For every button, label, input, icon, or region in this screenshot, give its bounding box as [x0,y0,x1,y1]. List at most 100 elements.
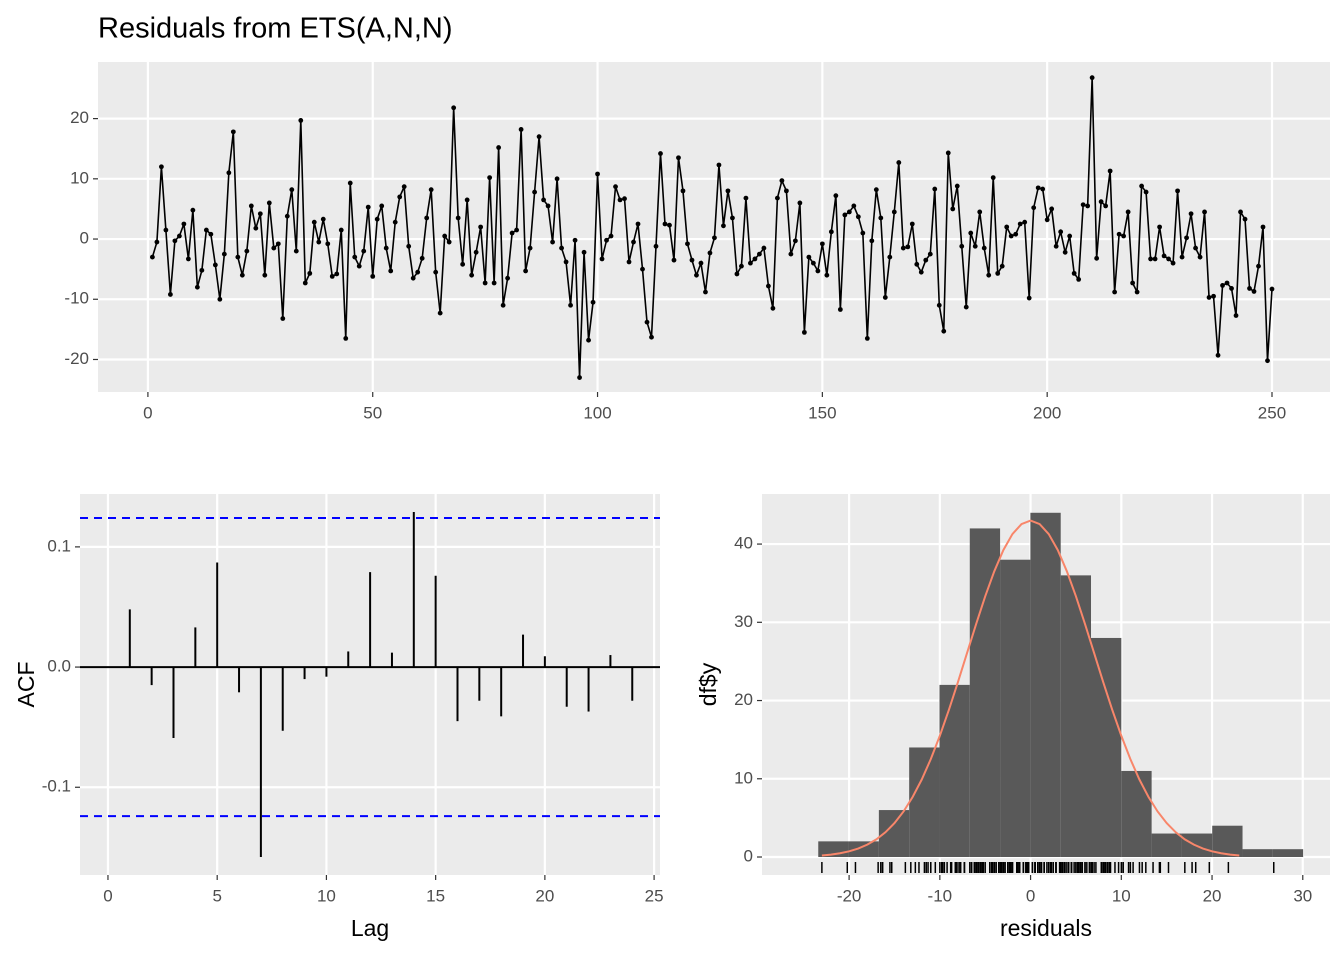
x-tick-label: 0 [1026,886,1035,905]
point [644,319,650,325]
point [419,255,425,261]
point [1125,209,1131,215]
y-tick-label: 0 [80,229,89,248]
point [801,329,807,335]
point [482,280,488,286]
point [878,215,884,221]
point [981,245,987,251]
point [424,215,430,221]
point [689,257,695,263]
point [563,259,569,265]
point [527,245,533,251]
point [374,216,380,222]
point [235,254,241,260]
point [577,375,582,380]
point [271,245,277,251]
point [284,213,290,219]
point [1206,295,1212,300]
point [370,273,376,279]
point [244,248,250,254]
histogram-bar [1060,575,1092,858]
histogram-bar [909,747,940,858]
point [253,225,259,231]
y-tick-label: 20 [734,690,753,709]
point [766,283,771,289]
x-tick-label: 20 [1203,886,1222,905]
point [185,256,191,262]
point [1175,188,1180,194]
y-tick-label: 10 [70,168,89,187]
point [788,251,794,257]
point [1197,254,1203,260]
point [329,273,335,279]
x-tick-label: 150 [808,403,836,422]
point [275,241,281,247]
point [963,304,969,310]
point [783,188,789,194]
point [1071,270,1077,276]
point [685,241,690,247]
point [846,209,852,215]
point [824,272,830,278]
point [950,206,956,212]
point [707,250,713,256]
point [972,243,978,249]
point [150,254,155,260]
point [806,254,812,260]
point [1166,256,1171,262]
point [505,275,511,281]
point [1026,295,1032,301]
point [1062,249,1068,255]
point [1130,280,1136,286]
histogram-bar [969,528,1001,858]
point [703,289,708,295]
point [774,195,780,201]
point [658,151,663,156]
point [158,164,164,170]
point [194,284,200,290]
point [842,212,848,218]
point [743,195,749,201]
point [266,200,272,206]
point [1233,313,1239,318]
point [289,187,295,193]
point [995,270,1001,276]
y-tick-label: 30 [734,612,753,631]
point [1193,245,1198,251]
point [896,160,902,165]
point [730,215,735,221]
point [401,184,407,190]
x-tick-label: 25 [645,886,664,905]
point [1202,209,1207,215]
point [990,175,996,181]
point [1134,289,1140,295]
point [1022,219,1028,225]
point [442,233,448,239]
point [199,267,205,273]
point [550,239,555,245]
x-tick-label: 100 [583,403,611,422]
x-tick-label: 0 [143,403,152,422]
histogram-bar [1272,849,1304,858]
point [383,245,389,251]
point [1215,352,1221,358]
point [797,200,803,206]
point [460,261,466,267]
point [1220,283,1225,288]
point [1004,224,1010,230]
point [631,239,636,245]
point [293,248,299,254]
point [1076,276,1082,282]
point [1152,256,1158,262]
point [671,257,677,263]
point [900,245,906,251]
point [203,227,209,233]
point [977,209,983,215]
point [932,186,938,192]
point [617,197,623,203]
point [599,256,605,262]
point [909,221,915,227]
point [428,187,434,193]
point [1112,289,1118,295]
